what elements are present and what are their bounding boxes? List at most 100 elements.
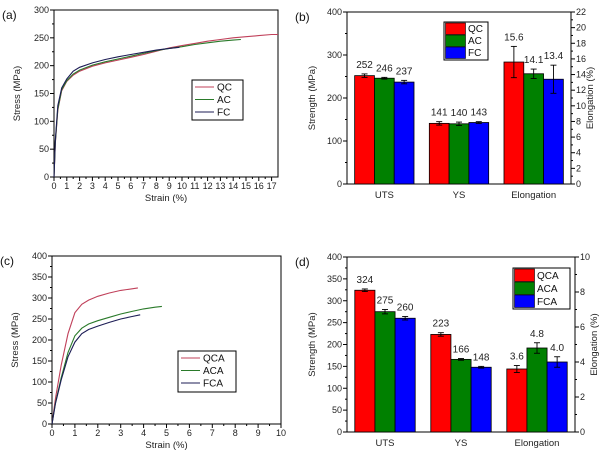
bar-aca xyxy=(450,358,472,433)
data-label: 166 xyxy=(453,345,470,356)
data-label: 141 xyxy=(431,108,448,119)
legend: QCA ACA FCA xyxy=(512,267,571,310)
bar-ac xyxy=(374,77,395,185)
y-tick-label: 150 xyxy=(327,361,342,371)
x-tick-label: 15 xyxy=(241,181,251,191)
data-label: 148 xyxy=(473,352,490,363)
legend-swatch-ac xyxy=(445,34,466,47)
data-label: 4.8 xyxy=(530,329,544,340)
data-label: 143 xyxy=(470,108,487,119)
y-tick-label: 400 xyxy=(32,251,47,261)
data-label: 252 xyxy=(356,60,373,71)
data-label: 4.0 xyxy=(550,343,564,354)
y-axis-title: Strength (MPa) xyxy=(307,66,318,130)
y-tick-label: 0 xyxy=(44,172,49,182)
x-tick-label: 2 xyxy=(95,428,100,438)
legend-label-fca: FCA xyxy=(203,379,223,390)
legend-label-aca: ACA xyxy=(203,366,224,377)
panel-label: (c) xyxy=(0,254,14,268)
bar-fc xyxy=(543,78,564,185)
y2-tick-label: 4 xyxy=(580,357,585,367)
x-tick-label: 4 xyxy=(141,428,146,438)
bar-qc xyxy=(354,75,375,185)
y-tick-label: 250 xyxy=(327,318,342,328)
legend-label-qca: QCA xyxy=(203,354,225,365)
x-tick-label: 1 xyxy=(64,181,69,191)
y-tick-label: 150 xyxy=(34,89,49,99)
data-label: 14.1 xyxy=(524,55,544,66)
y2-tick-label: 18 xyxy=(576,38,586,48)
x-tick-label: 13 xyxy=(215,181,225,191)
x-tick-label: 6 xyxy=(128,181,133,191)
bar-aca xyxy=(526,347,548,433)
y-tick-label: 300 xyxy=(327,50,342,60)
bar-ac xyxy=(523,73,544,185)
y-tick-label: 300 xyxy=(327,296,342,306)
y2-tick-label: 10 xyxy=(576,101,586,111)
bar-ac xyxy=(448,123,470,185)
y2-tick-label: 8 xyxy=(580,287,585,297)
y-tick-label: 50 xyxy=(332,405,342,415)
y2-tick-label: 6 xyxy=(576,132,581,142)
plot-frame xyxy=(51,255,282,425)
y-tick-label: 200 xyxy=(327,340,342,350)
legend-label-ac: AC xyxy=(217,95,231,106)
legend-swatch-fc xyxy=(445,46,466,59)
x-tick-label: 3 xyxy=(118,428,123,438)
x-tick-label: 17 xyxy=(267,181,277,191)
data-label: 324 xyxy=(357,275,374,286)
y2-tick-label: 14 xyxy=(576,70,586,80)
panel-label: (a) xyxy=(2,8,17,22)
y-tick-label: 250 xyxy=(32,314,47,324)
category-label: YS xyxy=(455,438,468,449)
y-tick-label: 300 xyxy=(32,293,47,303)
y-tick-label: 200 xyxy=(32,335,47,345)
legend-label-qc: QC xyxy=(468,24,483,35)
series-line-ac xyxy=(53,38,241,178)
y2-tick-label: 10 xyxy=(580,252,590,262)
y-axis-title: Strength (MPa) xyxy=(307,312,318,376)
category-label: Elongation xyxy=(511,190,556,201)
x-tick-label: 12 xyxy=(203,181,213,191)
series-line-qca xyxy=(51,287,138,425)
data-label: 246 xyxy=(376,63,393,74)
y2-tick-label: 16 xyxy=(576,54,586,64)
x-tick-label: 2 xyxy=(77,181,82,191)
y-tick-label: 100 xyxy=(327,383,342,393)
x-tick-label: 10 xyxy=(177,181,187,191)
x-tick-label: 8 xyxy=(233,428,238,438)
x-axis-title: Strain (%) xyxy=(145,440,187,451)
legend-label-fc: FC xyxy=(468,48,481,59)
bar-fc xyxy=(468,122,490,185)
bar-qca xyxy=(506,368,528,433)
bar-qc xyxy=(503,61,525,185)
series-line-qc xyxy=(53,33,278,178)
legend-label-qc: QC xyxy=(217,83,232,94)
legend-swatch-aca xyxy=(514,281,535,295)
y2-tick-label: 22 xyxy=(576,7,586,17)
legend-label-fca: FCA xyxy=(537,297,557,308)
y-tick-label: 300 xyxy=(34,5,49,15)
y-tick-label: 100 xyxy=(327,136,342,146)
x-tick-label: 1 xyxy=(72,428,77,438)
legend-swatch-fca xyxy=(514,294,535,308)
y2-tick-label: 0 xyxy=(580,427,585,437)
plot-frame xyxy=(53,9,279,178)
y-tick-label: 100 xyxy=(32,377,47,387)
x-tick-label: 0 xyxy=(51,181,56,191)
data-label: 140 xyxy=(451,108,468,119)
y-tick-label: 150 xyxy=(32,356,47,366)
legend-label-fc: FC xyxy=(217,108,230,119)
y-tick-label: 350 xyxy=(32,272,47,282)
y2-tick-label: 2 xyxy=(580,392,585,402)
legend-label-qca: QCA xyxy=(537,271,559,282)
y-tick-label: 200 xyxy=(34,61,49,71)
series-line-aca xyxy=(51,305,162,425)
y-tick-label: 0 xyxy=(337,427,342,437)
x-tick-label: 6 xyxy=(187,428,192,438)
y2-tick-label: 20 xyxy=(576,23,586,33)
y-axis-title: Stress (MPa) xyxy=(10,312,21,367)
bar-qc xyxy=(428,122,450,185)
